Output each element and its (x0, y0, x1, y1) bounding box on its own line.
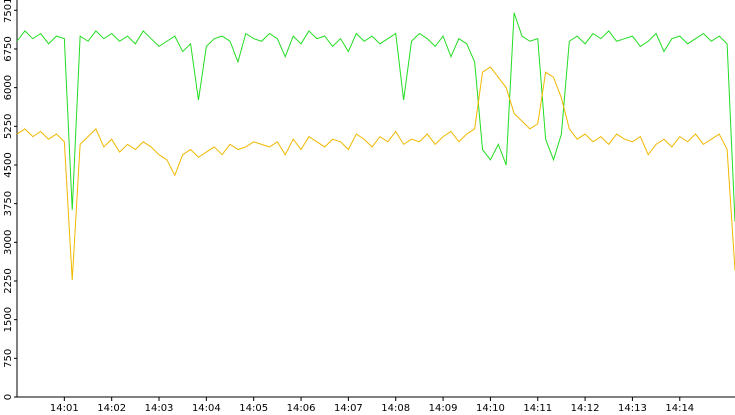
x-tick-label: 14:07 (334, 403, 363, 414)
y-tick-label: 3000 (3, 230, 14, 255)
y-tick-label: 1500 (3, 307, 14, 332)
y-tick-label: 5250 (3, 114, 14, 139)
x-tick-label: 14:12 (571, 403, 600, 414)
x-tick-label: 14:05 (239, 403, 268, 414)
series-line (16, 66, 735, 280)
x-tick-label: 14:08 (381, 403, 410, 414)
x-tick-label: 14:10 (476, 403, 505, 414)
x-tick-label: 14:06 (287, 403, 316, 414)
y-tick-label: 3750 (3, 191, 14, 216)
x-tick-label: 14:13 (618, 403, 647, 414)
x-tick-label: 14:02 (97, 403, 126, 414)
x-tick-label: 14:09 (429, 403, 458, 414)
y-tick-label: 7501 (3, 0, 14, 23)
x-tick-label: 14:03 (145, 403, 174, 414)
y-tick-label: 2250 (3, 268, 14, 293)
y-tick-label: 4500 (3, 152, 14, 177)
y-tick-label: 0 (3, 394, 14, 400)
x-tick-label: 14:14 (665, 403, 694, 414)
y-tick-label: 750 (3, 349, 14, 368)
x-tick-label: 14:04 (192, 403, 221, 414)
y-tick-label: 6750 (3, 36, 14, 61)
y-tick-label: 6000 (3, 75, 14, 100)
series-line (16, 12, 735, 222)
x-tick-label: 14:11 (523, 403, 552, 414)
x-tick-label: 14:01 (50, 403, 79, 414)
